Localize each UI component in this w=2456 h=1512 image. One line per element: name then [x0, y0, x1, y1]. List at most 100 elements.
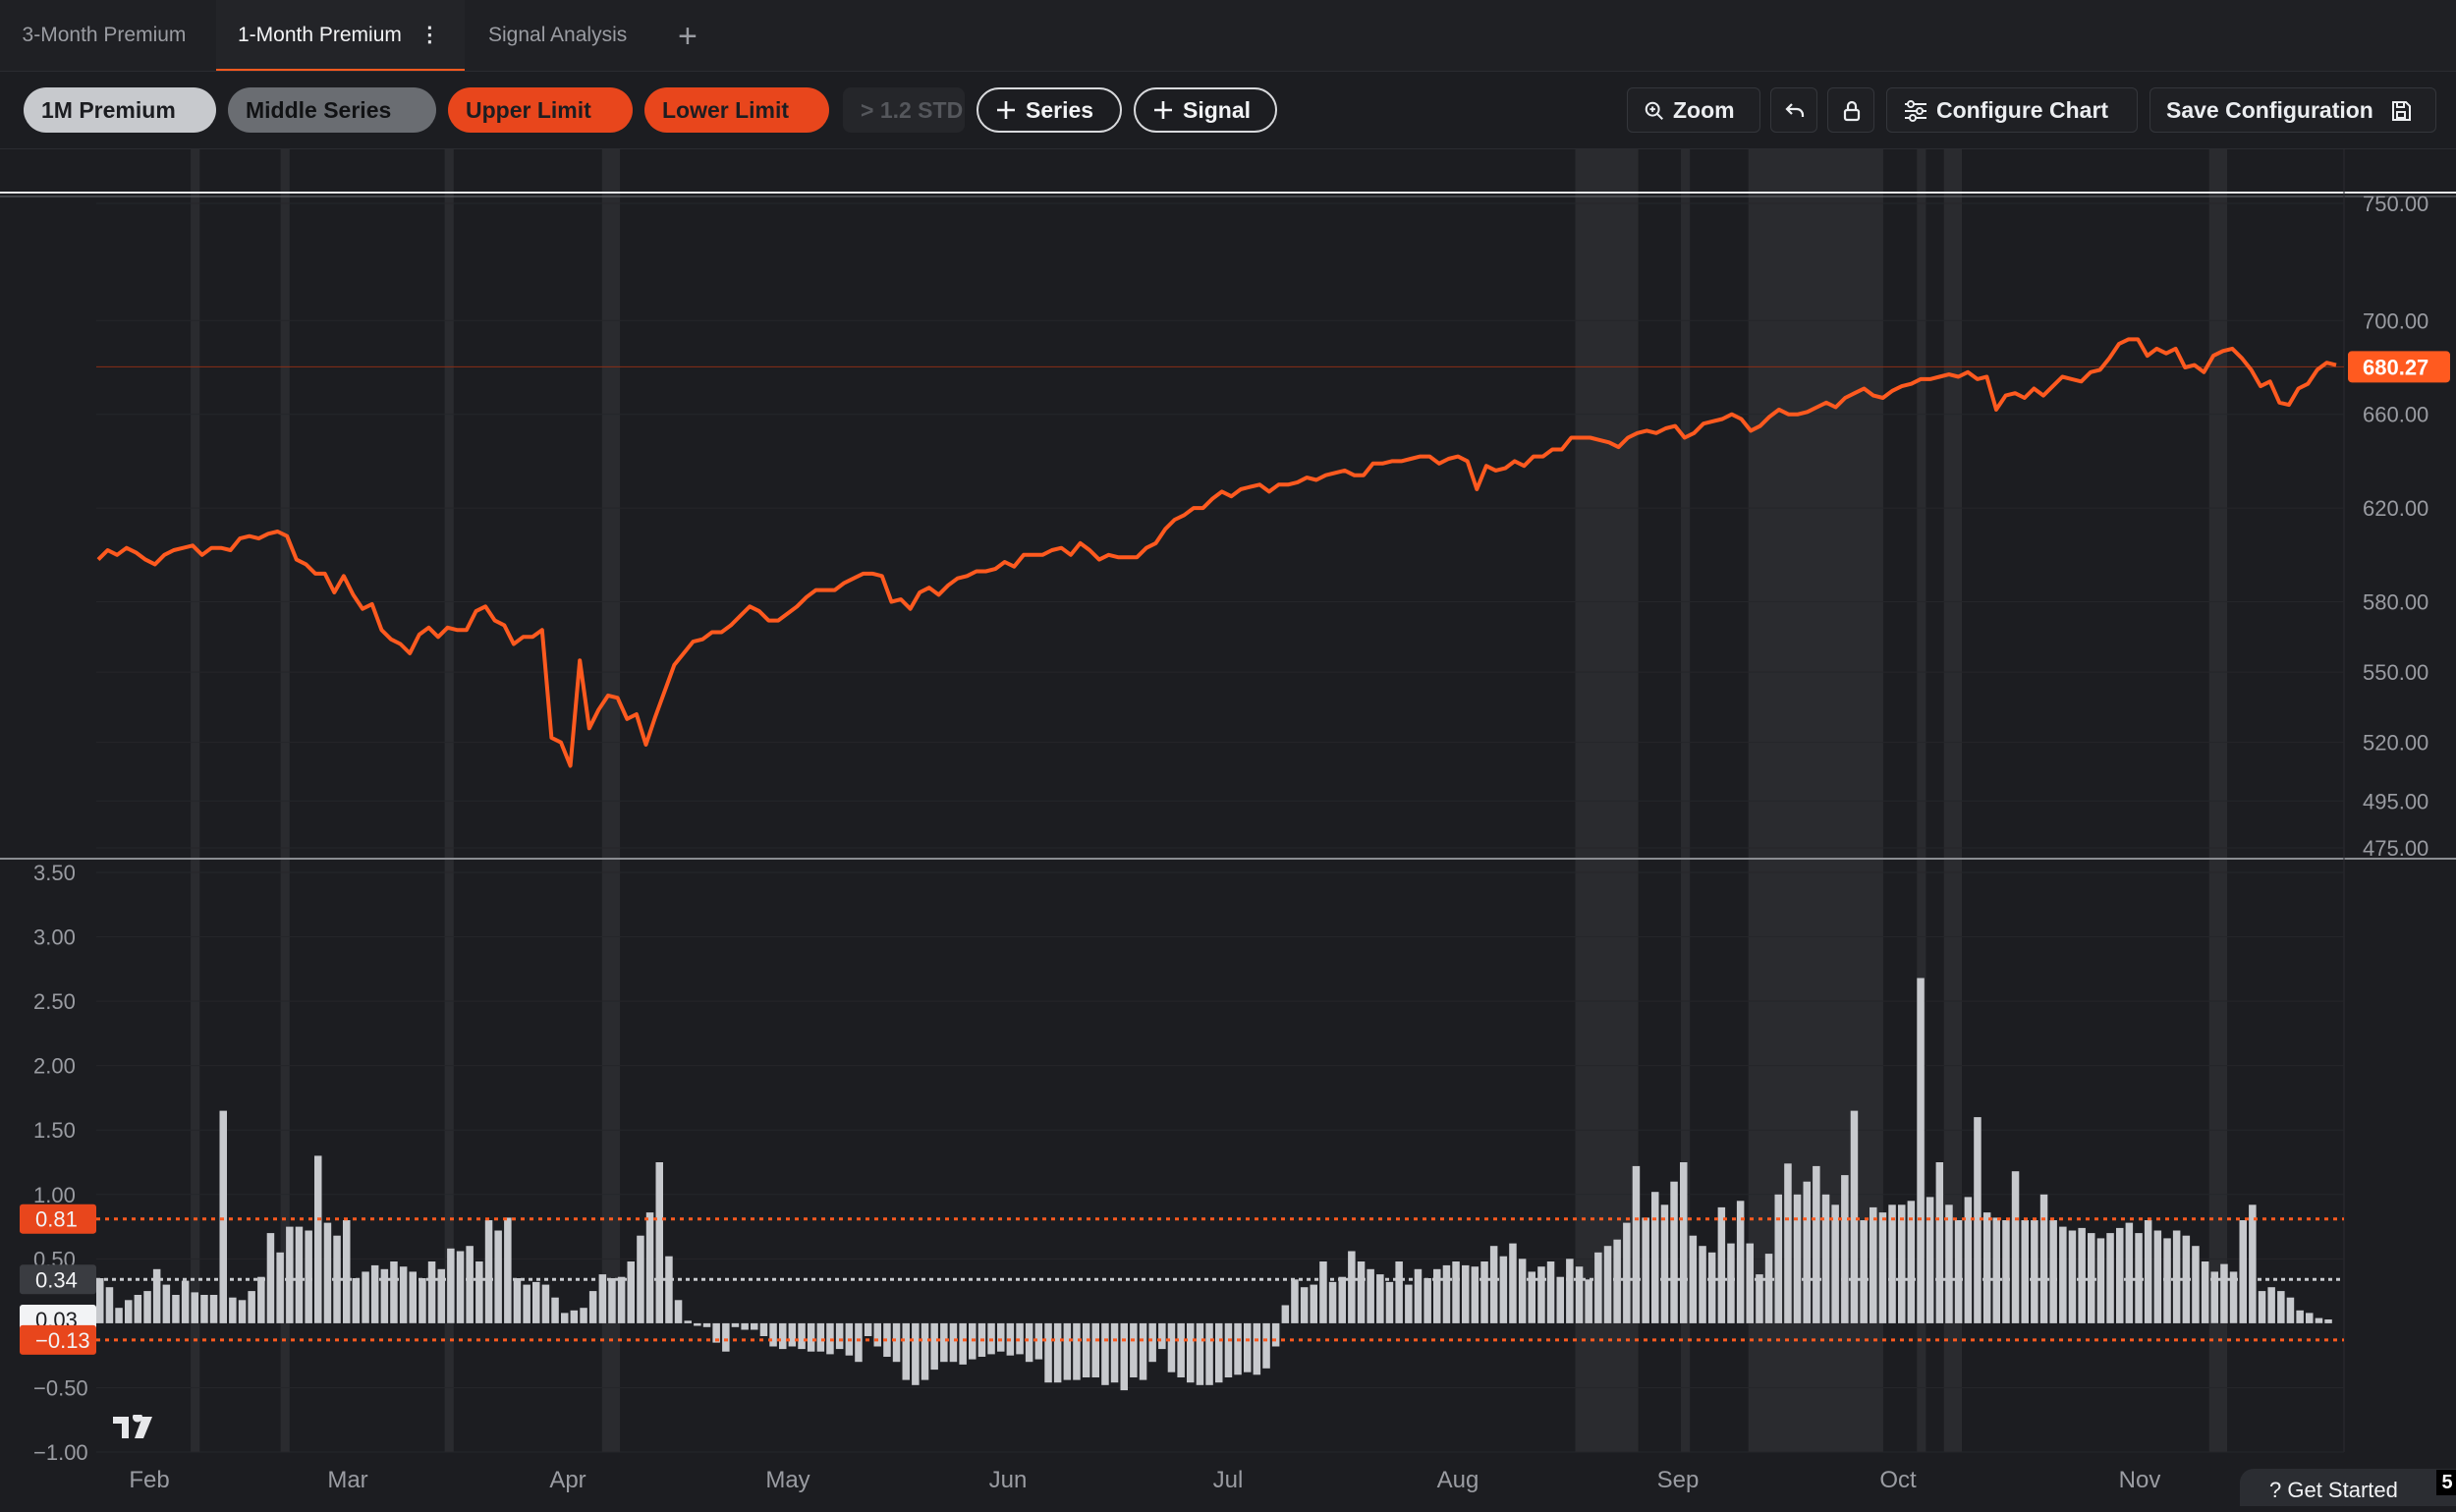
signal-bar: [2306, 1313, 2314, 1323]
signal-bar: [1870, 1206, 1877, 1323]
signal-bar: [779, 1322, 787, 1350]
signal-bar: [1585, 1279, 1592, 1323]
signal-bar: [1736, 1201, 1745, 1323]
series-pill-std-filter[interactable]: > 1.2 STD: [843, 87, 965, 133]
signal-bar: [551, 1297, 559, 1323]
signal-bar: [694, 1322, 701, 1326]
signal-bar: [2220, 1263, 2228, 1323]
reference-badge: [20, 1204, 96, 1234]
signal-bar: [1707, 1252, 1716, 1323]
signal-bar: [741, 1322, 749, 1330]
signal-axis-tick: 1.50: [33, 1118, 76, 1143]
signal-bar: [807, 1322, 815, 1352]
signal-bar: [1917, 978, 1925, 1323]
add-tab-icon[interactable]: +: [678, 18, 698, 55]
signal-bar: [769, 1322, 777, 1347]
signal-bar: [494, 1230, 502, 1323]
zoom-button[interactable]: Zoom: [1627, 87, 1760, 133]
lock-button[interactable]: [1827, 87, 1874, 133]
get-started-button[interactable]: ? Get Started: [2240, 1469, 2456, 1506]
tab-label: 1-Month Premium: [238, 24, 402, 46]
signal-bar: [1774, 1194, 1782, 1323]
signal-bar: [105, 1287, 114, 1323]
signal-bar: [2031, 1220, 2038, 1323]
series-pill-1m-premium[interactable]: 1M Premium: [24, 87, 216, 133]
configure-chart-button[interactable]: Configure Chart: [1886, 87, 2138, 133]
signal-bar: [873, 1322, 881, 1347]
signal-bar: [1489, 1246, 1498, 1323]
signal-bar: [1167, 1322, 1176, 1372]
signal-bar: [2153, 1230, 2162, 1323]
signal-bar: [2201, 1261, 2209, 1323]
signal-bar: [2182, 1235, 2191, 1323]
price-axis-tick: 520.00: [2363, 731, 2428, 756]
signal-bar: [1158, 1322, 1166, 1350]
signal-bar: [702, 1322, 711, 1327]
signal-bar: [2163, 1238, 2171, 1323]
kebab-menu-icon[interactable]: ⋮: [419, 24, 440, 46]
signal-bar: [1888, 1204, 1896, 1323]
signal-bar: [115, 1308, 123, 1323]
tab-3-month-premium[interactable]: 3-Month Premium: [22, 24, 187, 46]
save-configuration-button[interactable]: Save Configuration: [2149, 87, 2436, 133]
signal-bar: [1651, 1192, 1659, 1323]
save-icon: [2392, 101, 2412, 121]
signal-bar: [627, 1261, 635, 1323]
chart-area[interactable]: 750.00 700.00 660.00 620.00 580.00 550.00 520.…: [0, 149, 2456, 1506]
signal-bar: [580, 1308, 587, 1323]
signal-bar: [229, 1297, 237, 1323]
add-signal-label: Signal: [1183, 97, 1252, 123]
price-axis-tick: 475.00: [2363, 836, 2428, 861]
signal-bar: [370, 1264, 379, 1323]
signal-bar: [484, 1220, 493, 1323]
signal-bar: [1717, 1206, 1726, 1323]
time-axis-label: Aug: [1437, 1467, 1479, 1493]
signal-bar: [1253, 1322, 1261, 1375]
signal-bar: [1073, 1322, 1081, 1380]
signal-bar: [788, 1322, 797, 1347]
time-axis-label: Oct: [1879, 1467, 1917, 1493]
series-pill-lower-limit[interactable]: Lower Limit: [644, 87, 829, 133]
signal-bar: [295, 1226, 304, 1323]
add-signal-button[interactable]: Signal: [1134, 87, 1277, 133]
price-axis-tick: 700.00: [2363, 308, 2428, 333]
signal-bar: [1205, 1322, 1213, 1385]
signal-bar: [209, 1295, 218, 1323]
series-pill-middle-series[interactable]: Middle Series: [228, 87, 436, 133]
signal-bar: [1034, 1322, 1043, 1360]
time-axis-label: Sep: [1657, 1467, 1700, 1493]
signal-bar: [1642, 1217, 1649, 1323]
signal-bar: [1130, 1322, 1138, 1377]
signal-bar: [1841, 1175, 1849, 1323]
signal-bar: [513, 1278, 522, 1323]
signal-bar: [1756, 1274, 1763, 1323]
signal-bar: [1025, 1322, 1033, 1363]
signal-bar: [731, 1322, 740, 1327]
series-pill-upper-limit[interactable]: Upper Limit: [448, 87, 633, 133]
tab-signal-analysis[interactable]: Signal Analysis: [488, 24, 628, 46]
add-series-button[interactable]: Series: [977, 87, 1122, 133]
signal-bar: [1632, 1165, 1641, 1323]
signal-bar: [1367, 1268, 1374, 1323]
signal-bar: [1623, 1222, 1631, 1323]
signal-bar: [1244, 1322, 1252, 1372]
last-value-label: 680.27: [2363, 355, 2428, 379]
tab-1-month-premium[interactable]: 1-Month Premium ⋮: [216, 0, 465, 71]
signal-bar: [1328, 1281, 1337, 1323]
notification-badge: 5: [2436, 1470, 2456, 1495]
signal-bar: [1992, 1217, 2000, 1323]
signal-bar: [2192, 1246, 2200, 1323]
signal-bar: [645, 1212, 654, 1323]
undo-icon: [1785, 103, 1805, 117]
signal-bar: [2011, 1171, 2020, 1323]
signal-bar: [2059, 1226, 2067, 1323]
signal-bar: [1091, 1322, 1099, 1377]
signal-bar: [598, 1274, 607, 1323]
undo-button[interactable]: [1770, 87, 1817, 133]
signal-bar: [2116, 1227, 2124, 1323]
signal-bar: [1982, 1212, 1991, 1323]
signal-bar: [835, 1322, 844, 1350]
signal-bar: [504, 1217, 512, 1323]
signal-bar: [2249, 1204, 2257, 1323]
configure-chart-label: Configure Chart: [1936, 97, 2109, 123]
